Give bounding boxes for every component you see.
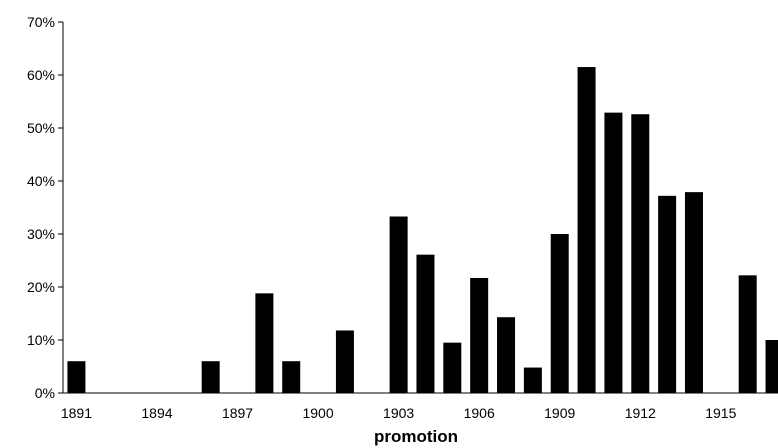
x-axis-tick-labels: 1891 1894 1897 1900 1903 1906 1909 1912 1915 — [61, 405, 737, 421]
bar-1917 — [765, 340, 778, 393]
y-tick-label: 70% — [27, 14, 55, 30]
bar-1903 — [389, 216, 408, 393]
bar-1914 — [684, 192, 703, 393]
x-tick-label: 1903 — [383, 405, 414, 421]
bar-1907 — [497, 317, 516, 393]
x-tick-label: 1909 — [544, 405, 575, 421]
bar-1906 — [470, 277, 489, 393]
bar-1911 — [604, 112, 623, 393]
bar-1904 — [416, 254, 435, 393]
bar-1913 — [658, 195, 677, 393]
y-tick-label: 0% — [35, 385, 55, 401]
x-tick-label: 1897 — [222, 405, 253, 421]
y-tick-label: 40% — [27, 173, 55, 189]
x-tick-label: 1894 — [141, 405, 172, 421]
y-tick-label: 10% — [27, 332, 55, 348]
bar-1898 — [255, 293, 274, 393]
bar-1899 — [282, 361, 301, 393]
x-tick-label: 1891 — [61, 405, 92, 421]
bar-1891 — [67, 361, 86, 393]
bar-1912 — [631, 114, 650, 393]
x-tick-label: 1900 — [302, 405, 333, 421]
bar-1909 — [550, 234, 569, 393]
x-tick-label: 1906 — [464, 405, 495, 421]
y-axis-ticks: 0% 10% 20% 30% 40% 50% 60% 70% — [27, 14, 63, 401]
y-tick-label: 30% — [27, 226, 55, 242]
y-tick-label: 50% — [27, 120, 55, 136]
bar-1916 — [738, 275, 757, 393]
x-tick-label: 1915 — [705, 405, 736, 421]
bar-1896 — [201, 361, 220, 393]
bar-1905 — [443, 342, 462, 393]
y-tick-label: 60% — [27, 67, 55, 83]
bar-1901 — [335, 330, 354, 393]
x-axis-title: promotion — [374, 427, 458, 446]
x-tick-label: 1912 — [625, 405, 656, 421]
y-tick-label: 20% — [27, 279, 55, 295]
bars — [67, 67, 778, 394]
bar-1910 — [577, 67, 596, 394]
bar-1908 — [523, 367, 542, 393]
